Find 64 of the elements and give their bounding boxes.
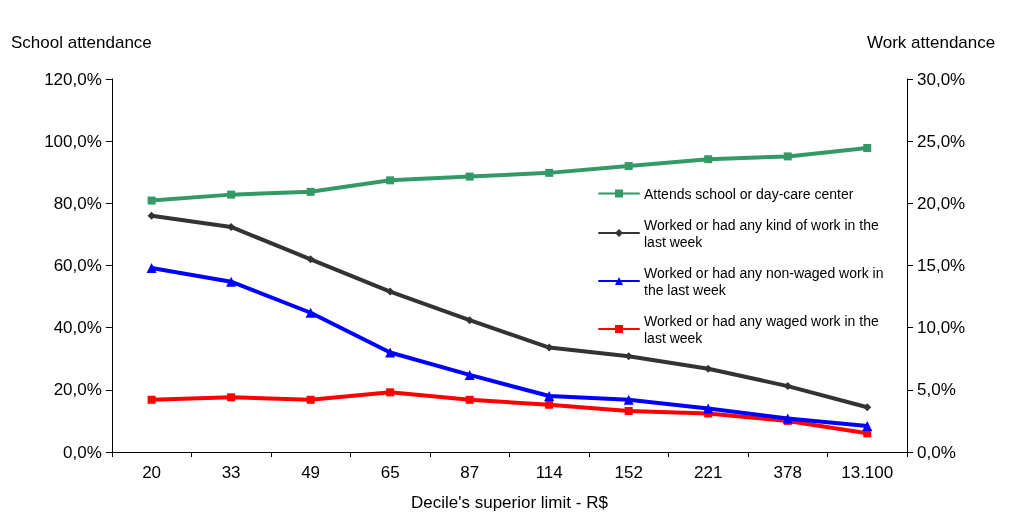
point bbox=[306, 395, 315, 404]
point bbox=[545, 400, 554, 409]
legend-label: Attends school or day-care center bbox=[644, 185, 854, 202]
y-tick-label: 40,0% bbox=[53, 318, 102, 338]
point bbox=[783, 152, 792, 161]
y2-axis-title: Work attendance bbox=[867, 33, 996, 52]
point bbox=[704, 155, 713, 164]
x-tick-label: 378 bbox=[773, 463, 802, 482]
x-axis-title: Decile's superior limit - R$ bbox=[410, 493, 609, 512]
point bbox=[227, 190, 236, 199]
x-tick-label: 33 bbox=[221, 463, 241, 482]
y2-tick-label: 20,0% bbox=[917, 193, 966, 213]
y2-tick-label: 5,0% bbox=[917, 380, 956, 400]
legend-label: Worked or had any waged work in the last week bbox=[644, 312, 883, 346]
y2-tick-label: 0,0% bbox=[917, 442, 956, 462]
point bbox=[464, 369, 475, 380]
x-tick-label: 114 bbox=[535, 463, 563, 482]
point bbox=[305, 307, 316, 318]
legend-label: Worked or had any non-waged work in the last week bbox=[644, 264, 888, 298]
point bbox=[623, 394, 634, 405]
point bbox=[385, 347, 396, 358]
y2-tick-label: 25,0% bbox=[917, 131, 966, 151]
point bbox=[624, 162, 633, 171]
point bbox=[863, 144, 872, 153]
point bbox=[306, 255, 315, 264]
point bbox=[147, 395, 156, 404]
y-tick-label: 100,0% bbox=[44, 131, 102, 151]
point bbox=[306, 187, 315, 196]
point bbox=[544, 391, 555, 402]
y2-tick-label: 10,0% bbox=[917, 318, 966, 338]
point bbox=[227, 393, 236, 402]
point bbox=[465, 172, 474, 181]
y-tick-label: 20,0% bbox=[53, 380, 102, 400]
point bbox=[704, 364, 713, 373]
point bbox=[147, 211, 156, 220]
y2-tick-label: 30,0% bbox=[917, 69, 966, 89]
x-tick-label: 13.100 bbox=[841, 463, 894, 482]
y-tick-label: 0,0% bbox=[63, 442, 102, 462]
y-tick-label: 120,0% bbox=[44, 69, 102, 89]
point bbox=[386, 176, 395, 185]
point bbox=[862, 420, 873, 431]
x-tick-label: 87 bbox=[460, 463, 480, 482]
y-axis-title: School attendance bbox=[10, 33, 152, 52]
point bbox=[227, 222, 236, 231]
point bbox=[703, 403, 714, 414]
legend-label: Worked or had any kind of work in the last week bbox=[644, 216, 883, 250]
y-tick-label: 80,0% bbox=[53, 193, 102, 213]
x-tick-label: 49 bbox=[301, 463, 321, 482]
x-tick-label: 20 bbox=[142, 463, 162, 482]
point bbox=[146, 262, 157, 273]
point bbox=[465, 316, 474, 325]
x-tick-label: 152 bbox=[614, 463, 643, 482]
point bbox=[386, 388, 395, 397]
y2-tick-label: 15,0% bbox=[917, 256, 966, 275]
point bbox=[147, 196, 156, 205]
x-tick-label: 221 bbox=[694, 463, 723, 482]
point bbox=[863, 403, 872, 412]
point bbox=[226, 276, 237, 287]
y-tick-label: 60,0% bbox=[53, 256, 102, 275]
point bbox=[624, 406, 633, 415]
point bbox=[545, 168, 554, 177]
point bbox=[386, 287, 395, 296]
point bbox=[465, 395, 474, 404]
x-tick-label: 65 bbox=[380, 463, 400, 482]
